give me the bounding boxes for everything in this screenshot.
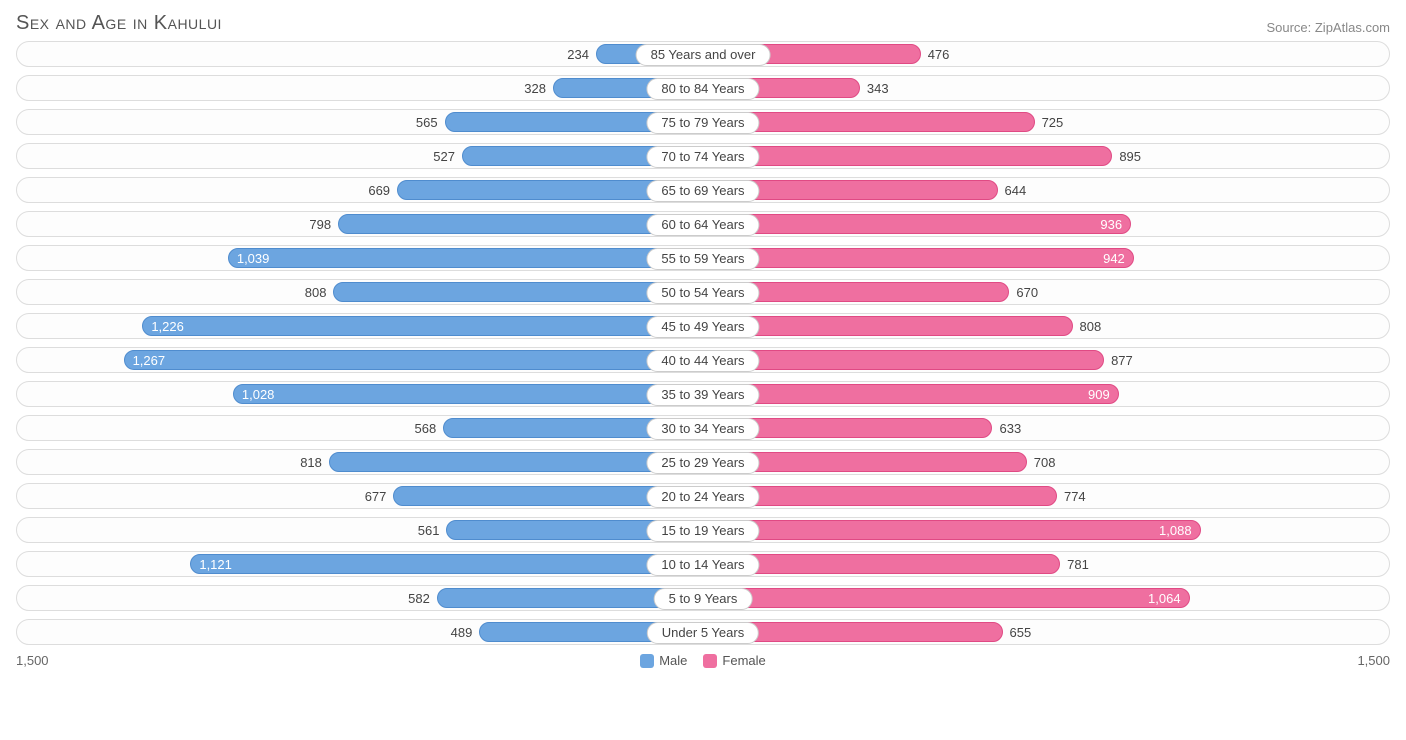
female-bar: 877: [703, 350, 1104, 370]
chart-source: Source: ZipAtlas.com: [1266, 20, 1390, 35]
male-value-label: 669: [360, 183, 398, 198]
pyramid-row: 52789570 to 74 Years: [16, 143, 1390, 169]
female-value-label: 476: [920, 47, 958, 62]
pyramid-row: 677 774 20 to 24 Years: [16, 483, 1390, 509]
chart-title: Sex and Age in Kahului: [16, 12, 222, 35]
legend: Male Female: [640, 653, 766, 668]
pyramid-row: 561 1,088 15 to 19 Years: [16, 517, 1390, 543]
female-bar: 942: [703, 248, 1134, 268]
pyramid-row: 1,121 781 10 to 14 Years: [16, 551, 1390, 577]
male-value-label: 582: [400, 591, 438, 606]
male-value-label: 234: [559, 47, 597, 62]
female-bar: 1,064: [703, 588, 1190, 608]
pyramid-row: 1,028 909 35 to 39 Years: [16, 381, 1390, 407]
age-category-label: 15 to 19 Years: [646, 520, 759, 542]
female-value-label: 670: [1008, 285, 1046, 300]
pyramid-row: 1,226 808 45 to 49 Years: [16, 313, 1390, 339]
male-value-label: 1,267: [125, 353, 174, 368]
axis-max-right: 1,500: [1357, 653, 1390, 668]
age-category-label: 30 to 34 Years: [646, 418, 759, 440]
female-bar: 936: [703, 214, 1131, 234]
pyramid-chart: 234 476 85 Years and over 328 343 80 to 84 Ye…: [16, 41, 1390, 645]
age-category-label: 50 to 54 Years: [646, 282, 759, 304]
male-value-label: 808: [297, 285, 335, 300]
axis-max-left: 1,500: [16, 653, 49, 668]
age-category-label: 70 to 74 Years: [646, 146, 759, 168]
age-category-label: Under 5 Years: [647, 622, 759, 644]
female-value-label: 1,088: [1151, 523, 1200, 538]
legend-swatch-female: [703, 654, 717, 668]
male-value-label: 1,028: [234, 387, 283, 402]
age-category-label: 45 to 49 Years: [646, 316, 759, 338]
female-value-label: 877: [1103, 353, 1141, 368]
pyramid-row: 565 725 75 to 79 Years: [16, 109, 1390, 135]
female-bar: 1,088: [703, 520, 1201, 540]
pyramid-row: 798 936 60 to 64 Years: [16, 211, 1390, 237]
pyramid-row: 1,039 942 55 to 59 Years: [16, 245, 1390, 271]
age-category-label: 10 to 14 Years: [646, 554, 759, 576]
legend-swatch-male: [640, 654, 654, 668]
age-category-label: 65 to 69 Years: [646, 180, 759, 202]
age-category-label: 20 to 24 Years: [646, 486, 759, 508]
female-value-label: 808: [1072, 319, 1110, 334]
legend-item-female: Female: [703, 653, 765, 668]
female-value-label: 909: [1080, 387, 1118, 402]
male-value-label: 527: [425, 149, 463, 164]
age-category-label: 75 to 79 Years: [646, 112, 759, 134]
pyramid-row: 1,26787740 to 44 Years: [16, 347, 1390, 373]
legend-label-male: Male: [659, 653, 687, 668]
male-value-label: 565: [408, 115, 446, 130]
pyramid-row: 568 633 30 to 34 Years: [16, 415, 1390, 441]
pyramid-row: 489 655 Under 5 Years: [16, 619, 1390, 645]
male-bar: 1,267: [124, 350, 703, 370]
male-bar: 1,028: [233, 384, 703, 404]
female-value-label: 774: [1056, 489, 1094, 504]
female-value-label: 708: [1026, 455, 1064, 470]
pyramid-row: 669 644 65 to 69 Years: [16, 177, 1390, 203]
male-bar: 1,121: [190, 554, 703, 574]
female-value-label: 633: [991, 421, 1029, 436]
age-category-label: 25 to 29 Years: [646, 452, 759, 474]
age-category-label: 5 to 9 Years: [654, 588, 753, 610]
male-value-label: 798: [301, 217, 339, 232]
female-value-label: 644: [997, 183, 1035, 198]
female-value-label: 781: [1059, 557, 1097, 572]
male-value-label: 1,121: [191, 557, 240, 572]
age-category-label: 55 to 59 Years: [646, 248, 759, 270]
female-value-label: 725: [1034, 115, 1072, 130]
female-value-label: 936: [1092, 217, 1130, 232]
female-value-label: 942: [1095, 251, 1133, 266]
female-value-label: 343: [859, 81, 897, 96]
chart-footer: 1,500 Male Female 1,500: [16, 653, 1390, 668]
age-category-label: 35 to 39 Years: [646, 384, 759, 406]
male-value-label: 489: [443, 625, 481, 640]
age-category-label: 60 to 64 Years: [646, 214, 759, 236]
female-value-label: 655: [1002, 625, 1040, 640]
male-value-label: 677: [357, 489, 395, 504]
male-value-label: 1,039: [229, 251, 278, 266]
age-category-label: 80 to 84 Years: [646, 78, 759, 100]
female-value-label: 895: [1111, 149, 1149, 164]
pyramid-row: 818 708 25 to 29 Years: [16, 449, 1390, 475]
pyramid-row: 808 670 50 to 54 Years: [16, 279, 1390, 305]
chart-header: Sex and Age in Kahului Source: ZipAtlas.…: [16, 12, 1390, 35]
female-bar: 909: [703, 384, 1119, 404]
age-category-label: 85 Years and over: [636, 44, 771, 66]
pyramid-row: 328 343 80 to 84 Years: [16, 75, 1390, 101]
pyramid-row: 234 476 85 Years and over: [16, 41, 1390, 67]
male-value-label: 818: [292, 455, 330, 470]
age-category-label: 40 to 44 Years: [646, 350, 759, 372]
male-bar: 1,039: [228, 248, 703, 268]
legend-label-female: Female: [722, 653, 765, 668]
pyramid-row: 582 1,064 5 to 9 Years: [16, 585, 1390, 611]
male-value-label: 1,226: [143, 319, 192, 334]
male-value-label: 568: [407, 421, 445, 436]
female-value-label: 1,064: [1140, 591, 1189, 606]
male-value-label: 561: [410, 523, 448, 538]
male-value-label: 328: [516, 81, 554, 96]
female-bar: 895: [703, 146, 1112, 166]
male-bar: 1,226: [142, 316, 703, 336]
legend-item-male: Male: [640, 653, 687, 668]
